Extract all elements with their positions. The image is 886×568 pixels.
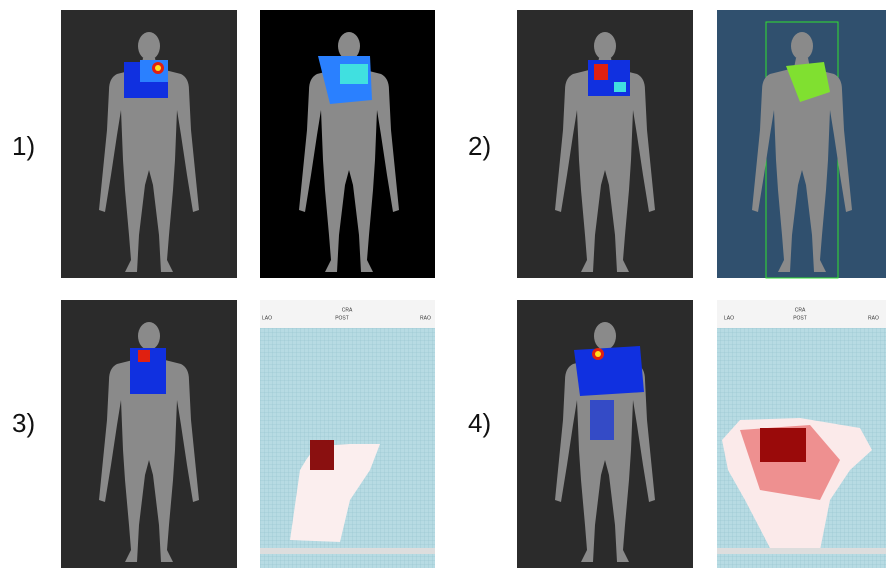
figure-label: 3) — [12, 408, 35, 438]
grid-panel: CRA LAO POST RAO — [260, 300, 435, 568]
panel-label: LAO — [262, 315, 272, 321]
figure-label: 2) — [468, 131, 491, 161]
figure-label: 1) — [12, 131, 35, 161]
panel-label: LAO — [724, 315, 734, 321]
panel-label: POST — [793, 315, 807, 321]
grid-panel: CRA LAO POST RAO — [717, 300, 886, 568]
render-panel — [517, 10, 693, 278]
panel-title: CRA — [795, 307, 806, 313]
figure-label: 4) — [468, 408, 491, 438]
render-panel — [517, 300, 693, 568]
render-panel — [61, 300, 237, 568]
render-panel — [717, 10, 886, 279]
panel-label: RAO — [868, 315, 879, 321]
panel-label: RAO — [420, 315, 431, 321]
render-panel — [61, 10, 237, 278]
panel-label: POST — [335, 315, 349, 321]
render-panel — [260, 10, 435, 278]
panel-title: CRA — [342, 307, 353, 313]
